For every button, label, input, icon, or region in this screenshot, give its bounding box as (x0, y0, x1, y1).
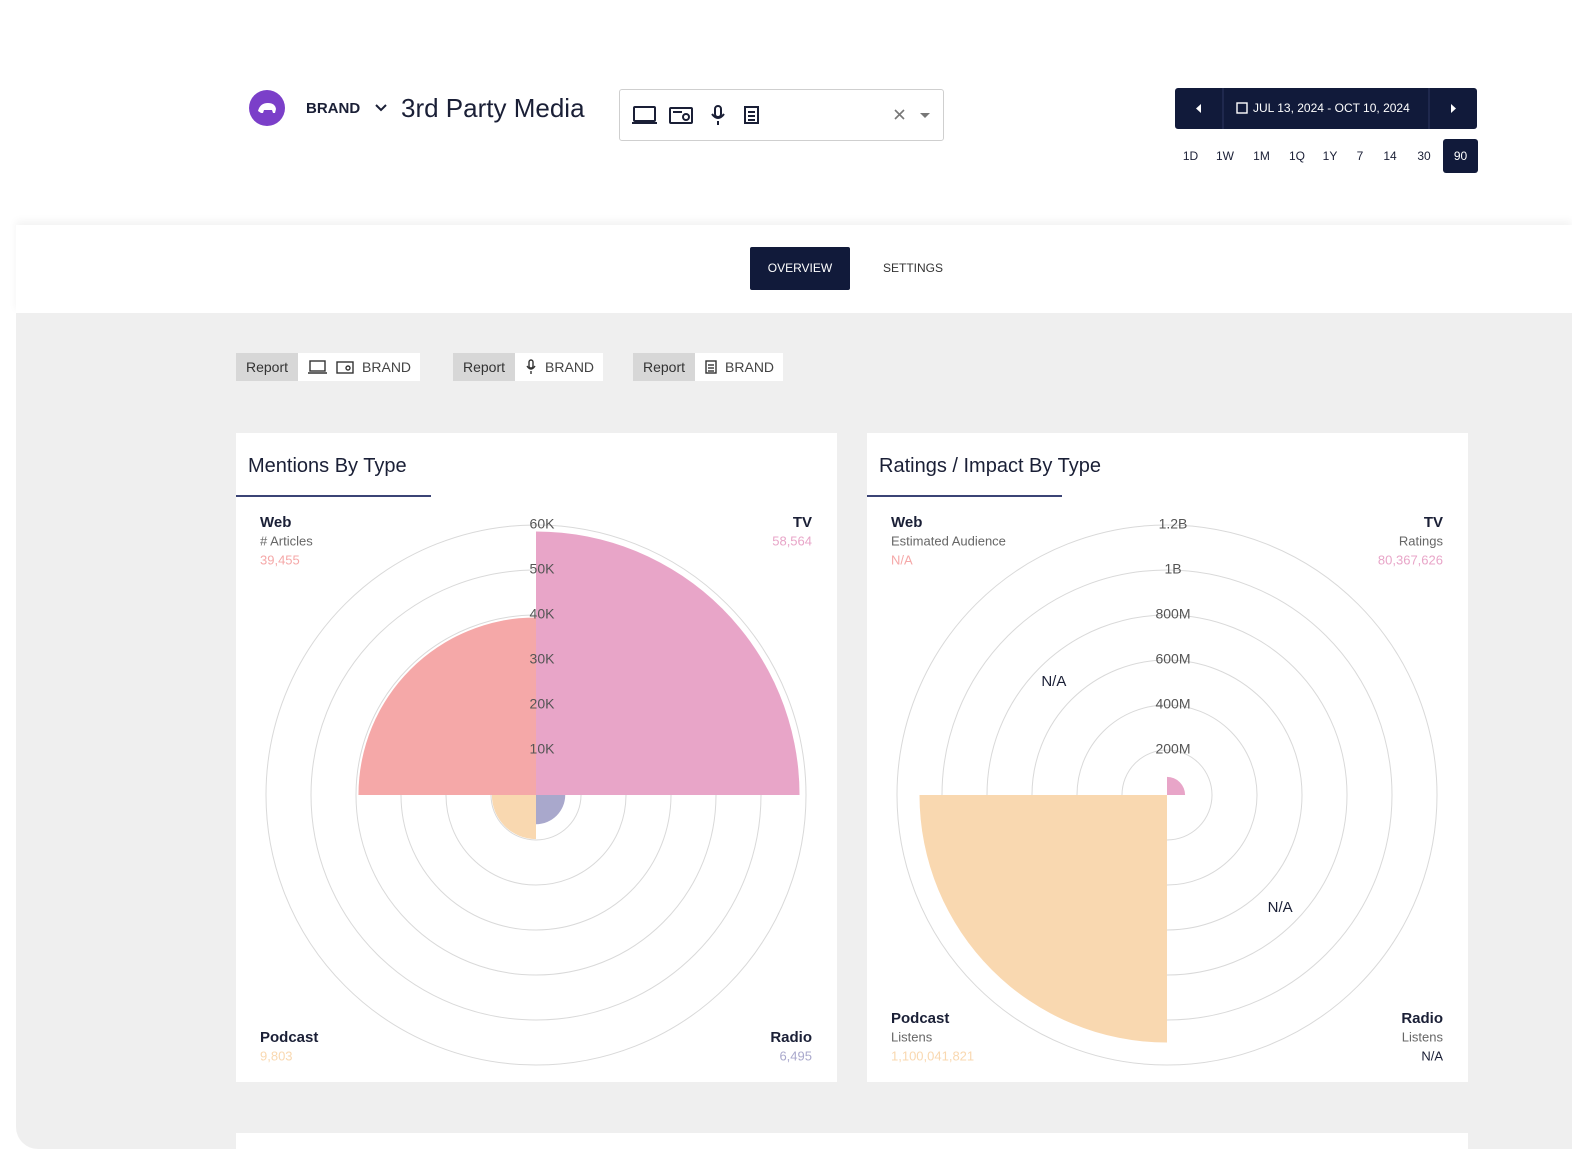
tab-bar: OVERVIEW SETTINGS (16, 225, 1572, 313)
value-label: 58,564 (772, 533, 812, 548)
metric-label: Listens (1402, 1029, 1444, 1044)
date-navigator: JUL 13, 2024 - OCT 10, 2024 (1175, 88, 1477, 129)
title-underline (867, 495, 1062, 497)
report-icons (705, 360, 717, 374)
range-button[interactable]: 30 (1417, 149, 1431, 163)
grid-ring (265, 524, 807, 1066)
report-chip[interactable]: Report BRAND (633, 353, 784, 381)
date-nav-arrows[interactable] (1175, 88, 1477, 129)
metric-label: Listens (891, 1029, 933, 1044)
range-button[interactable]: 1Y (1322, 149, 1338, 163)
header: BRAND 3rd Party Media JUL 13, 2024 - OCT… (0, 0, 1572, 225)
report-icons (526, 359, 536, 374)
media-icons (632, 105, 930, 125)
r-tick-label: 10K (530, 741, 556, 757)
category-label: Radio (1401, 1010, 1443, 1027)
range-button[interactable]: 1M (1253, 149, 1270, 163)
report-chip[interactable]: Report BRAND (236, 353, 421, 381)
sector (1167, 776, 1186, 795)
logo (249, 90, 285, 126)
logo-icon (258, 103, 276, 113)
sector (919, 795, 1167, 1043)
category-label: TV (1424, 514, 1443, 531)
sector (536, 531, 800, 795)
r-tick-label: 1.2B (1159, 516, 1188, 532)
report-brand: BRAND (725, 359, 775, 375)
category-label: Web (260, 514, 291, 531)
value-label: 1,100,041,821 (891, 1048, 974, 1063)
sector (536, 795, 566, 825)
range-button[interactable]: 1D (1182, 149, 1199, 163)
report-label: Report (453, 353, 516, 381)
report-icons (308, 360, 354, 374)
category-label: Podcast (260, 1029, 318, 1046)
report-label: Report (236, 353, 299, 381)
value-label: 80,367,626 (1378, 552, 1443, 567)
category-label: TV (793, 514, 812, 531)
value-label: 6,495 (779, 1048, 812, 1063)
chart-card: Mentions By Type 10K 20K 30K 40K 50K 60K TV 58,… (236, 433, 837, 1082)
r-tick-label: 600M (1155, 651, 1190, 667)
range-button[interactable]: 1Q (1288, 149, 1305, 163)
range-button[interactable]: 1W (1216, 149, 1234, 163)
na-label: N/A (1268, 899, 1293, 916)
grid-ring (896, 524, 1438, 1066)
tab[interactable]: SETTINGS (882, 261, 943, 275)
r-tick-label: 50K (530, 561, 556, 577)
r-tick-label: 1B (1164, 561, 1181, 577)
chart-card (236, 1133, 1468, 1163)
range-button[interactable]: 7 (1356, 149, 1364, 163)
date-range[interactable]: JUL 13, 2024 - OCT 10, 2024 (1253, 101, 1410, 115)
range-button[interactable]: 14 (1383, 149, 1397, 163)
category-label: Podcast (891, 1010, 949, 1027)
title-underline (236, 495, 431, 497)
r-tick-label: 20K (530, 696, 556, 712)
card-title: Ratings / Impact By Type (879, 455, 1101, 477)
metric-label: # Articles (260, 533, 313, 548)
media-filter[interactable] (619, 89, 944, 141)
value-label: N/A (891, 552, 913, 567)
card-title: Mentions By Type (248, 455, 407, 477)
range-button[interactable]: 90 (1443, 139, 1478, 173)
report-label: Report (633, 353, 696, 381)
page-title: 3rd Party Media (401, 93, 585, 123)
r-tick-label: 200M (1155, 741, 1190, 757)
metric-label: Estimated Audience (891, 533, 1006, 548)
report-brand: BRAND (362, 359, 412, 375)
value-label: N/A (1421, 1048, 1443, 1063)
brand-dropdown[interactable] (374, 102, 388, 114)
sector (358, 617, 536, 795)
polar-chart: 10K 20K 30K 40K 50K 60K TV 58,564 Radio 6,495 Podc… (260, 514, 812, 1066)
brand-selector[interactable]: BRAND (306, 100, 361, 117)
r-tick-label: 800M (1155, 606, 1190, 622)
r-tick-label: 40K (530, 606, 556, 622)
sector (491, 795, 536, 840)
category-label: Radio (770, 1029, 812, 1046)
metric-label: Ratings (1399, 533, 1444, 548)
report-chip[interactable]: Report BRAND (453, 353, 604, 381)
polar-chart: N/A N/A 200M 400M 600M 800M 1B 1.2B TV Ratings 80,… (891, 514, 1444, 1066)
r-tick-label: 400M (1155, 696, 1190, 712)
chart-card: Ratings / Impact By Type N/A N/A 200M 400M 6… (867, 433, 1468, 1082)
value-label: 9,803 (260, 1048, 293, 1063)
tab[interactable]: OVERVIEW (750, 247, 850, 290)
value-label: 39,455 (260, 552, 300, 567)
category-label: Web (891, 514, 922, 531)
r-tick-label: 60K (530, 516, 556, 532)
r-tick-label: 30K (530, 651, 556, 667)
content: Report BRAND Report BRAND Report BRAND M… (16, 313, 1572, 1163)
na-label: N/A (1041, 673, 1066, 690)
report-brand: BRAND (545, 359, 595, 375)
